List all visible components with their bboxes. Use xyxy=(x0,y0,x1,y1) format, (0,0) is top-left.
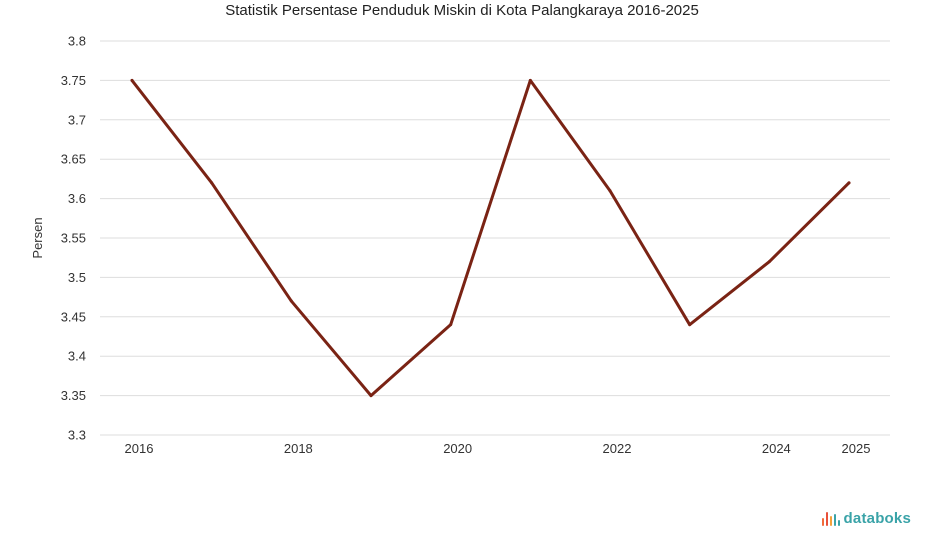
x-tick-label: 2022 xyxy=(603,441,632,456)
series-line xyxy=(130,78,851,398)
logo-text: databoks xyxy=(843,510,911,527)
y-tick-label: 3.55 xyxy=(61,231,86,246)
y-tick-label: 3.6 xyxy=(68,191,86,206)
series-layer xyxy=(130,78,851,398)
data-point xyxy=(130,78,134,82)
x-tick-label: 2016 xyxy=(125,441,154,456)
x-tick-label: 2025 xyxy=(842,441,871,456)
logo-bar xyxy=(833,513,836,526)
data-point xyxy=(608,189,612,193)
data-point xyxy=(767,260,771,264)
x-axis-ticks: 2016 2018 2020 2022 2024 2025 xyxy=(125,441,871,456)
y-tick-label: 3.3 xyxy=(68,428,86,443)
logo-bar xyxy=(825,511,828,526)
databoks-logo: databoks xyxy=(821,510,911,527)
y-axis-label: Persen xyxy=(30,217,45,258)
data-point xyxy=(449,323,453,327)
y-axis-ticks: 3.8 3.75 3.7 3.65 3.6 3.55 3.5 3.45 3.4 3.35 3.3 xyxy=(61,34,86,443)
y-tick-label: 3.45 xyxy=(61,309,86,324)
chart-title: Statistik Persentase Penduduk Miskin di … xyxy=(225,2,699,19)
data-point xyxy=(847,181,851,185)
data-point xyxy=(289,299,293,303)
databoks-logo-icon xyxy=(821,511,840,526)
data-point xyxy=(369,394,373,398)
logo-bar xyxy=(829,515,832,526)
x-tick-label: 2020 xyxy=(443,441,472,456)
data-point xyxy=(688,323,692,327)
logo-bar xyxy=(837,519,840,526)
grid-lines xyxy=(100,40,890,436)
y-tick-label: 3.8 xyxy=(68,34,86,49)
data-point xyxy=(210,181,214,185)
data-point xyxy=(528,78,532,82)
y-tick-label: 3.35 xyxy=(61,388,86,403)
y-tick-label: 3.4 xyxy=(68,349,86,364)
y-tick-label: 3.7 xyxy=(68,112,86,127)
y-tick-label: 3.75 xyxy=(61,73,86,88)
y-tick-label: 3.65 xyxy=(61,152,86,167)
x-tick-label: 2018 xyxy=(284,441,313,456)
logo-bar xyxy=(821,517,824,526)
x-tick-label: 2024 xyxy=(762,441,791,456)
y-tick-label: 3.5 xyxy=(68,270,86,285)
